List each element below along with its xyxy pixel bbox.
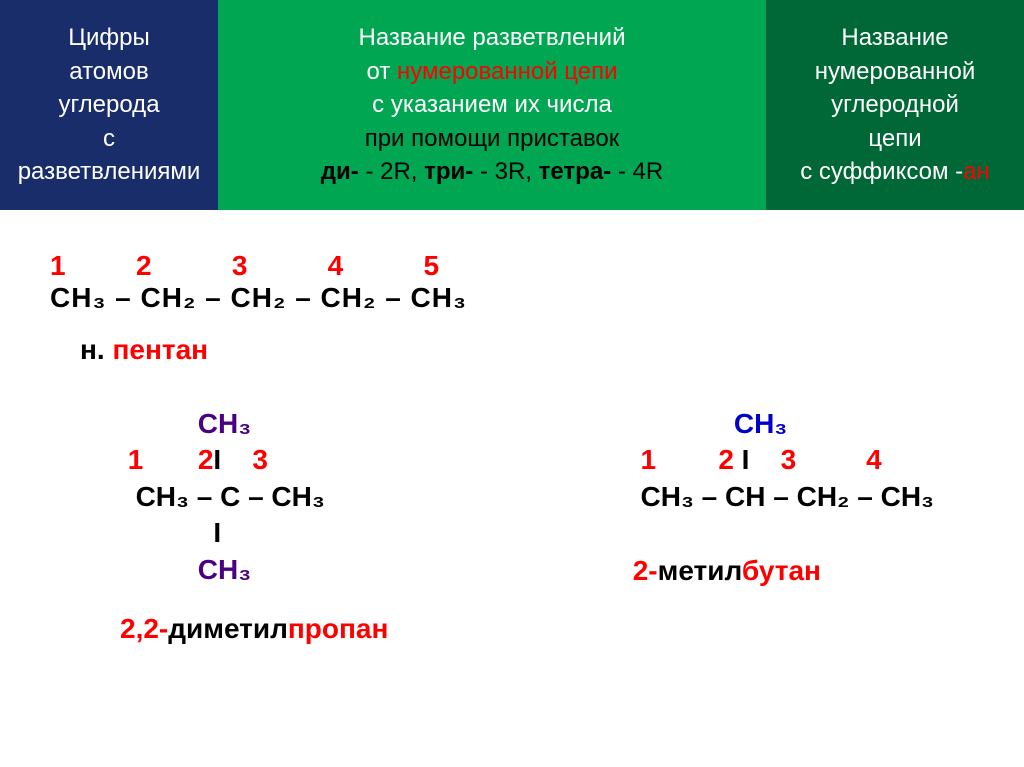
h3-l5-pre: с суффиксом - <box>800 158 963 185</box>
dmp-top: CH₃ <box>120 406 388 442</box>
dimethylpropane-block: CH₃ 1 2I 3 CH₃ – C – CH₃ I CH₃ 2,2-димет… <box>120 406 388 645</box>
dmp-n3: 3 <box>252 444 268 475</box>
dmp-top-ch3: CH₃ <box>198 408 251 439</box>
dmp-mid-f: CH₃ – C – CH₃ <box>136 481 325 512</box>
h1-line1: Цифры <box>68 21 150 55</box>
pentane-name-prefix: н. <box>80 334 112 365</box>
mb-mid: CH₃ – CH – CH₂ – CH₃ <box>633 479 934 515</box>
mb-n2: 2 <box>718 444 734 475</box>
mb-name-num: 2- <box>633 555 658 586</box>
h2-line4: при помощи приставок <box>365 122 620 156</box>
dmp-bar: I <box>120 515 388 551</box>
h1-line5: разветвлениями <box>18 155 201 189</box>
dmp-name-num: 2,2- <box>120 613 168 644</box>
dmp-n1: 1 <box>128 444 144 475</box>
h2-l5-b: - 2R, <box>359 158 424 185</box>
mb-n3: 3 <box>781 444 797 475</box>
pentane-formula: CH₃ – CH₂ – CH₂ – CH₂ – CH₃ <box>50 282 974 314</box>
h2-l5-d: - 3R, <box>473 158 538 185</box>
dmp-bot: CH₃ <box>120 552 388 588</box>
dmp-bot-ch3: CH₃ <box>198 554 251 585</box>
header-cell-2: Название разветвлений от нумерованной це… <box>218 0 766 210</box>
h2-line2: от нумерованной цепи <box>367 55 618 89</box>
dmp-mid: CH₃ – C – CH₃ <box>120 479 388 515</box>
mb-name-root: бутан <box>742 555 821 586</box>
pentane-name: н. пентан <box>80 334 974 366</box>
mb-top-ch3: CH₃ <box>734 408 787 439</box>
header-row: Цифры атомов углерода с разветвлениями Н… <box>0 0 1024 210</box>
dmp-name: 2,2-диметилпропан <box>120 613 388 645</box>
mb-top: CH₃ <box>633 406 934 442</box>
h1-line2: атомов <box>69 55 149 89</box>
dmp-nums: 1 2I 3 <box>120 442 388 478</box>
mb-n1: 1 <box>641 444 657 475</box>
bottom-row: CH₃ 1 2I 3 CH₃ – C – CH₃ I CH₃ 2,2-димет… <box>50 406 974 645</box>
h2-line3: с указанием их числа <box>372 88 612 122</box>
h2-l5-c: три- <box>424 158 473 185</box>
h2-l5-f: - 4R <box>611 158 663 185</box>
mb-nums: 1 2 I 3 4 <box>633 442 934 478</box>
header-cell-1: Цифры атомов углерода с разветвлениями <box>0 0 218 210</box>
h3-line5: с суффиксом -ан <box>800 155 989 189</box>
dmp-name-sub: диметил <box>168 613 288 644</box>
h1-line4: с <box>103 122 115 156</box>
dmp-name-root: пропан <box>288 613 389 644</box>
pentane-numbers: 1 2 3 4 5 <box>50 250 974 282</box>
mb-name: 2-метилбутан <box>633 555 934 587</box>
mb-mid-f: CH₃ – CH – CH₂ – CH₃ <box>641 481 935 512</box>
h3-line1: Название <box>841 21 948 55</box>
h2-l5-e: тетра- <box>539 158 612 185</box>
h2-line5: ди- - 2R, три- - 3R, тетра- - 4R <box>321 155 663 189</box>
h3-line3: углеродной <box>831 88 959 122</box>
h3-line4: цепи <box>868 122 921 156</box>
pentane-block: 1 2 3 4 5 CH₃ – CH₂ – CH₂ – CH₂ – CH₃ н.… <box>50 250 974 366</box>
h2-l2-red: нумерованной цепи <box>397 58 618 85</box>
header-cell-3: Название нумерованной углеродной цепи с … <box>766 0 1024 210</box>
h2-l5-a: ди- <box>321 158 359 185</box>
dmp-n2: 2 <box>198 444 214 475</box>
h3-l5-red: ан <box>963 158 990 185</box>
mb-name-sub: метил <box>658 555 742 586</box>
h3-line2: нумерованной <box>815 55 976 89</box>
mb-n4: 4 <box>866 444 882 475</box>
h2-line1: Название разветвлений <box>359 21 626 55</box>
pentane-name-root: пентан <box>112 334 208 365</box>
h2-l2-pre: от <box>367 58 397 85</box>
content-area: 1 2 3 4 5 CH₃ – CH₂ – CH₂ – CH₂ – CH₃ н.… <box>0 210 1024 645</box>
methylbutane-block: CH₃ 1 2 I 3 4 CH₃ – CH – CH₂ – CH₃ 2-мет… <box>633 406 934 645</box>
h1-line3: углерода <box>58 88 159 122</box>
